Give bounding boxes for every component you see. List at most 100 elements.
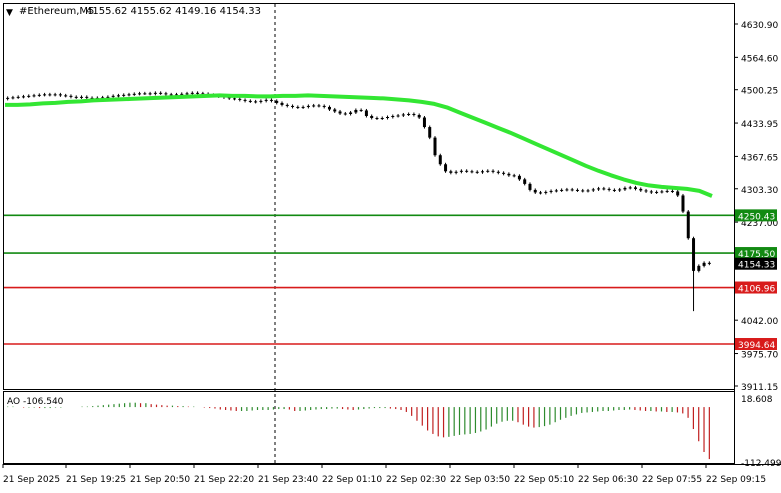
candle-body — [43, 94, 47, 96]
candle-body — [301, 106, 305, 108]
price-levels — [4, 214, 734, 345]
candle-body — [396, 115, 400, 117]
candle-body — [380, 118, 384, 120]
candle-body — [322, 105, 326, 107]
candle-body — [259, 100, 263, 102]
x-tick-label: 22 Sep 05:10 — [514, 475, 574, 485]
candle-body — [422, 117, 426, 128]
candle-body — [681, 195, 685, 212]
candle-body — [185, 93, 189, 95]
candle-body — [507, 173, 511, 176]
candle-body — [444, 164, 448, 172]
candle-body — [438, 155, 442, 165]
candle-body — [80, 96, 84, 98]
ao-tick-label: -112.499 — [741, 459, 781, 469]
candle-body — [544, 191, 548, 193]
candle-body — [64, 95, 68, 97]
candle-body — [486, 170, 490, 172]
candle-body — [628, 187, 632, 189]
candle-body — [169, 94, 173, 96]
candle-body — [565, 189, 569, 191]
candle-body — [386, 116, 390, 119]
x-tick-label: 21 Sep 22:20 — [194, 475, 254, 485]
current-price-label: 4154.33 — [738, 261, 775, 271]
candle-body — [670, 190, 674, 192]
candle-body — [317, 105, 321, 107]
candle-body — [106, 96, 110, 98]
awesome-oscillator: AO -106.540 18.608 -112.499 — [7, 395, 781, 469]
candle-body — [665, 190, 669, 192]
candle-body — [523, 179, 527, 184]
collapse-arrow-icon[interactable]: ▼ — [6, 8, 13, 18]
candle-body — [391, 115, 395, 117]
candle-body — [227, 97, 231, 99]
candle-body — [623, 187, 627, 190]
candle-body — [581, 190, 585, 192]
candle-body — [190, 92, 194, 94]
candle-body — [196, 92, 200, 94]
current-price-bg — [735, 257, 777, 270]
candle-body — [702, 262, 706, 266]
level-label: 4175.50 — [738, 250, 775, 260]
candle-body — [69, 95, 73, 97]
candle-body — [502, 172, 506, 174]
level-label-bg — [735, 281, 777, 294]
candle-body — [291, 105, 295, 107]
candle-body — [269, 99, 273, 101]
candle-body — [327, 106, 331, 110]
candle-body — [354, 109, 358, 113]
level-label: 3994.64 — [738, 341, 775, 351]
candle-body — [597, 188, 601, 190]
candle-body — [153, 92, 157, 94]
candle-body — [401, 114, 405, 116]
candle-body — [692, 238, 696, 271]
candle-body — [528, 183, 532, 190]
candle-body — [174, 94, 178, 96]
candle-body — [586, 190, 590, 192]
candle-body — [707, 262, 711, 264]
candle-body — [470, 171, 474, 173]
candle-body — [697, 265, 701, 271]
ao-label: AO -106.540 — [7, 397, 64, 407]
candle-body — [90, 97, 94, 99]
candle-body — [512, 175, 516, 177]
price-axis: 4630.90 4564.60 4500.25 4433.95 4367.65 4303.… — [734, 21, 778, 393]
y-tick-label: 4630.90 — [741, 21, 778, 31]
x-tick-label: 21 Sep 20:50 — [130, 475, 190, 485]
candles — [6, 91, 711, 312]
candle-body — [116, 95, 120, 97]
price-level-labels: 4250.43 4175.50 4106.96 3994.64 4154.33 — [735, 209, 777, 351]
candle-body — [591, 189, 595, 191]
y-tick-label: 4303.30 — [741, 186, 778, 196]
candle-body — [475, 171, 479, 173]
candle-body — [660, 191, 664, 193]
candle-body — [306, 105, 310, 107]
candle-body — [417, 114, 421, 118]
candle-body — [375, 118, 379, 120]
candle-body — [560, 189, 564, 191]
candle-body — [248, 100, 252, 102]
candle-body — [449, 171, 453, 173]
candle-body — [148, 93, 152, 95]
candle-body — [412, 113, 416, 115]
ohlc-values: 4155.62 4155.62 4149.16 4154.33 — [86, 6, 261, 17]
candle-body — [517, 175, 521, 180]
candle-body — [201, 93, 205, 95]
candle-body — [243, 99, 247, 101]
candle-body — [296, 106, 300, 108]
candle-body — [570, 189, 574, 191]
candle-body — [101, 97, 105, 99]
candle-body — [37, 94, 41, 96]
candle-body — [16, 96, 20, 98]
candle-body — [143, 93, 147, 95]
candle-body — [686, 211, 690, 239]
candle-body — [575, 189, 579, 191]
candle-body — [612, 189, 616, 191]
x-tick-label: 21 Sep 2025 — [3, 475, 60, 485]
candle-body — [633, 187, 637, 189]
candle-body — [676, 191, 680, 196]
y-tick-label: 4433.95 — [741, 120, 778, 130]
x-tick-label: 22 Sep 03:50 — [450, 475, 510, 485]
